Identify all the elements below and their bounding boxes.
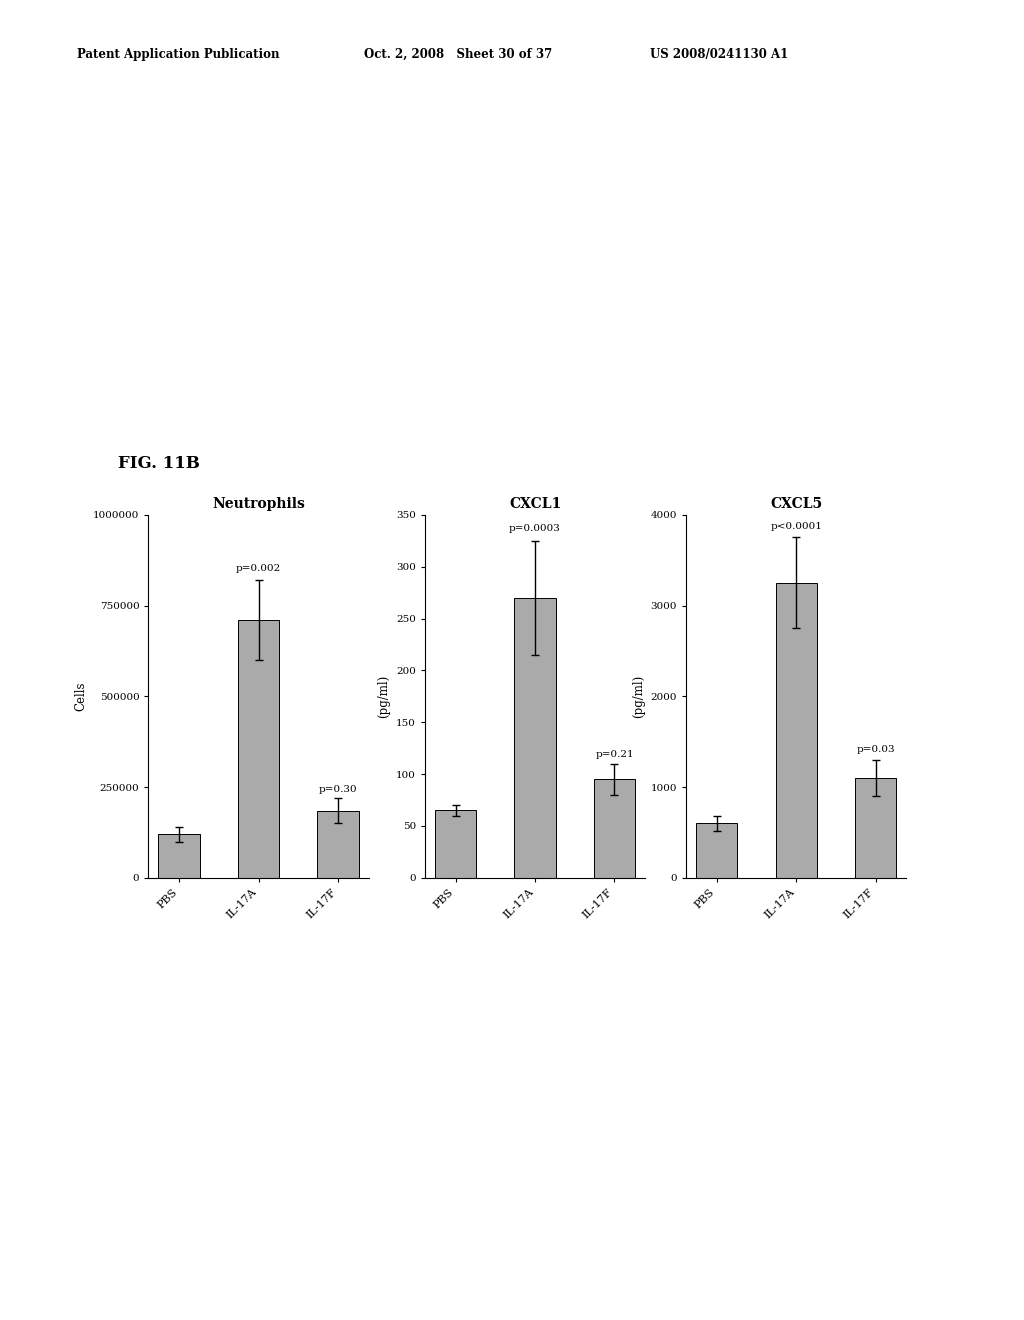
Text: FIG. 11B: FIG. 11B: [118, 455, 200, 473]
Y-axis label: (pg/ml): (pg/ml): [632, 675, 645, 718]
Text: p<0.0001: p<0.0001: [770, 523, 822, 531]
Text: Patent Application Publication: Patent Application Publication: [77, 48, 280, 61]
Text: Oct. 2, 2008   Sheet 30 of 37: Oct. 2, 2008 Sheet 30 of 37: [364, 48, 552, 61]
Y-axis label: (pg/ml): (pg/ml): [378, 675, 390, 718]
Text: p=0.03: p=0.03: [856, 746, 895, 754]
Bar: [775, 583, 817, 878]
Text: p=0.0003: p=0.0003: [509, 524, 561, 533]
Bar: [855, 777, 896, 878]
Title: Neutrophils: Neutrophils: [212, 496, 305, 511]
Text: p=0.21: p=0.21: [595, 750, 634, 759]
Bar: [238, 620, 280, 878]
Bar: [696, 824, 737, 878]
Bar: [159, 834, 200, 878]
Text: p=0.30: p=0.30: [318, 785, 357, 795]
Bar: [435, 810, 476, 878]
Bar: [317, 810, 358, 878]
Bar: [514, 598, 556, 878]
Text: US 2008/0241130 A1: US 2008/0241130 A1: [650, 48, 788, 61]
Text: p=0.002: p=0.002: [236, 564, 282, 573]
Bar: [594, 779, 635, 878]
Title: CXCL5: CXCL5: [770, 496, 822, 511]
Title: CXCL1: CXCL1: [509, 496, 561, 511]
Y-axis label: Cells: Cells: [75, 681, 87, 711]
